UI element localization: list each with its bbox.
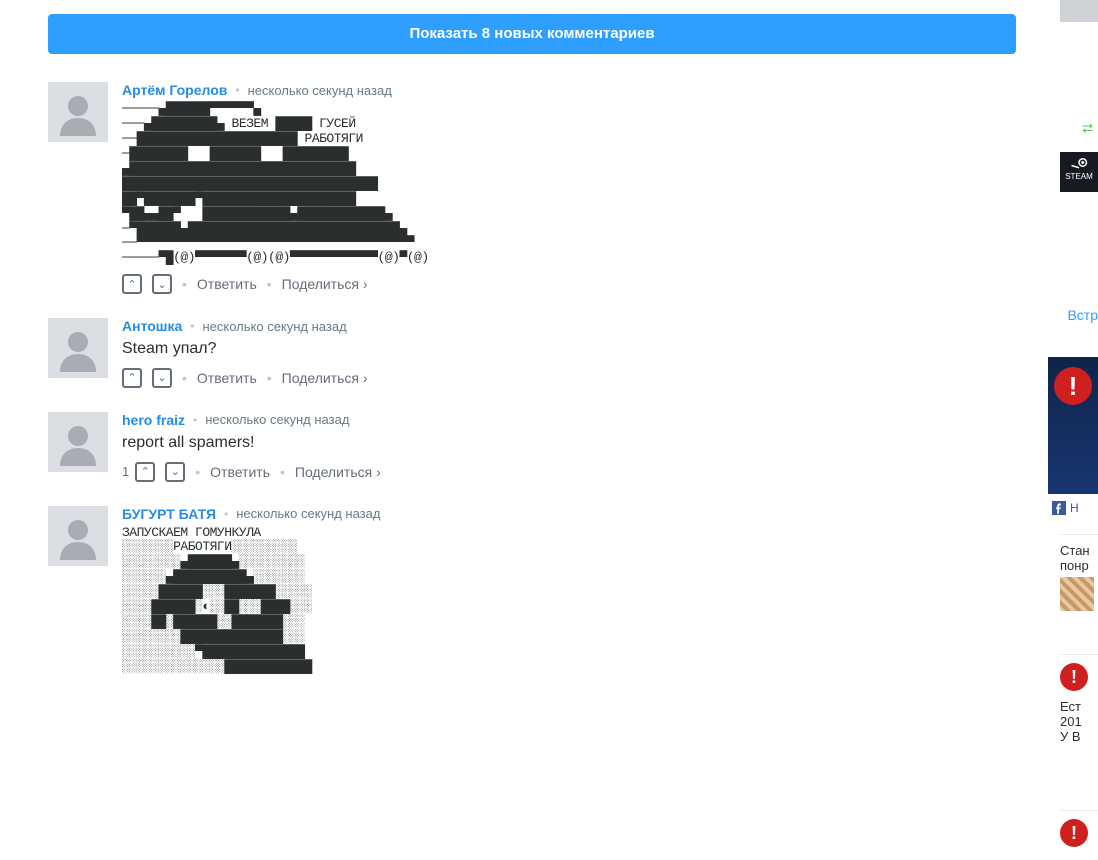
separator: •	[235, 83, 239, 97]
widget-text: У В	[1060, 729, 1098, 744]
sidebar-banner[interactable]: ! Н	[1048, 357, 1098, 522]
separator: •	[267, 276, 272, 292]
widget-thumbnail	[1060, 577, 1094, 611]
alert-badge-icon: !	[1054, 367, 1092, 405]
comment-content: report all spamers!	[122, 432, 1016, 454]
separator: •	[280, 464, 285, 480]
separator: •	[195, 464, 200, 480]
share-link[interactable]: Поделиться ›	[282, 276, 368, 292]
comment-header: Артём Горелов • несколько секунд назад	[122, 82, 1016, 98]
sidebar-widget[interactable]: Стан понр	[1060, 534, 1098, 624]
upvote-button[interactable]: ⌃	[122, 274, 142, 294]
upvote-button[interactable]: ⌃	[135, 462, 155, 482]
avatar[interactable]	[48, 412, 108, 472]
retweet-icon[interactable]: ⮂	[1082, 120, 1098, 136]
downvote-button[interactable]: ⌄	[152, 368, 172, 388]
comment-actions: 1 ⌃ ⌄ • Ответить • Поделиться ›	[122, 462, 1016, 482]
separator: •	[224, 507, 228, 521]
comment-content: ─────▄██████▀▀▀▀▀▀▄ ───▄█████████▄ ВЕЗЕМ…	[122, 102, 1016, 266]
comment: БУГУРТ БАТЯ • несколько секунд назад ЗАП…	[48, 506, 1016, 681]
comment-author-link[interactable]: Антошка	[122, 318, 182, 334]
separator: •	[190, 319, 194, 333]
sidebar-widget[interactable]: ! Ест 201 У В	[1060, 654, 1098, 794]
comment-timestamp[interactable]: несколько секунд назад	[248, 83, 392, 98]
separator: •	[267, 370, 272, 386]
downvote-button[interactable]: ⌄	[165, 462, 185, 482]
steam-label: STEAM	[1060, 172, 1098, 181]
widget-text: Стан	[1060, 543, 1098, 558]
sidebar: ⮂ STEAM Встр ! Н Стан понр ! Ест 201 У В…	[1060, 0, 1098, 860]
share-link[interactable]: Поделиться ›	[295, 464, 381, 480]
comment-timestamp[interactable]: несколько секунд назад	[205, 412, 349, 427]
alert-badge-icon: !	[1060, 819, 1088, 847]
comment-content: Steam упал?	[122, 338, 1016, 360]
comment: Артём Горелов • несколько секунд назад ─…	[48, 82, 1016, 294]
fb-label: Н	[1070, 501, 1079, 515]
comment: Антошка • несколько секунд назад Steam у…	[48, 318, 1016, 388]
show-new-comments-button[interactable]: Показать 8 новых комментариев	[48, 14, 1016, 54]
share-link[interactable]: Поделиться ›	[282, 370, 368, 386]
comment-content: ЗАПУСКАЕМ ГОМУНКУЛА ░░░░░░░РАБОТЯГИ░░░░░…	[122, 526, 1016, 675]
avatar[interactable]	[48, 82, 108, 142]
comment-actions: ⌃ ⌄ • Ответить • Поделиться ›	[122, 368, 1016, 388]
comment-header: hero fraiz • несколько секунд назад	[122, 412, 1016, 428]
sidebar-thumbnail[interactable]	[1060, 0, 1098, 22]
sidebar-widget[interactable]: !	[1060, 810, 1098, 860]
widget-text: 201	[1060, 714, 1098, 729]
widget-text: понр	[1060, 558, 1098, 573]
reply-link[interactable]: Ответить	[210, 464, 270, 480]
comment-timestamp[interactable]: несколько секунд назад	[236, 506, 380, 521]
steam-badge[interactable]: STEAM	[1060, 152, 1098, 192]
comment-author-link[interactable]: hero fraiz	[122, 412, 185, 428]
comment-header: БУГУРТ БАТЯ • несколько секунд назад	[122, 506, 1016, 522]
reply-link[interactable]: Ответить	[197, 276, 257, 292]
downvote-button[interactable]: ⌄	[152, 274, 172, 294]
comment-header: Антошка • несколько секунд назад	[122, 318, 1016, 334]
comment-timestamp[interactable]: несколько секунд назад	[202, 319, 346, 334]
separator: •	[182, 276, 187, 292]
sidebar-link[interactable]: Встр	[1067, 307, 1098, 323]
reply-link[interactable]: Ответить	[197, 370, 257, 386]
comment-actions: ⌃ ⌄ • Ответить • Поделиться ›	[122, 274, 1016, 294]
comment-author-link[interactable]: Артём Горелов	[122, 82, 227, 98]
facebook-like-bar[interactable]: Н	[1048, 494, 1098, 522]
widget-text: Ест	[1060, 699, 1098, 714]
alert-badge-icon: !	[1060, 663, 1088, 691]
comment: hero fraiz • несколько секунд назад repo…	[48, 412, 1016, 482]
comment-author-link[interactable]: БУГУРТ БАТЯ	[122, 506, 216, 522]
avatar[interactable]	[48, 506, 108, 566]
upvote-count: 1	[122, 464, 129, 479]
separator: •	[182, 370, 187, 386]
separator: •	[193, 413, 197, 427]
avatar[interactable]	[48, 318, 108, 378]
upvote-button[interactable]: ⌃	[122, 368, 142, 388]
